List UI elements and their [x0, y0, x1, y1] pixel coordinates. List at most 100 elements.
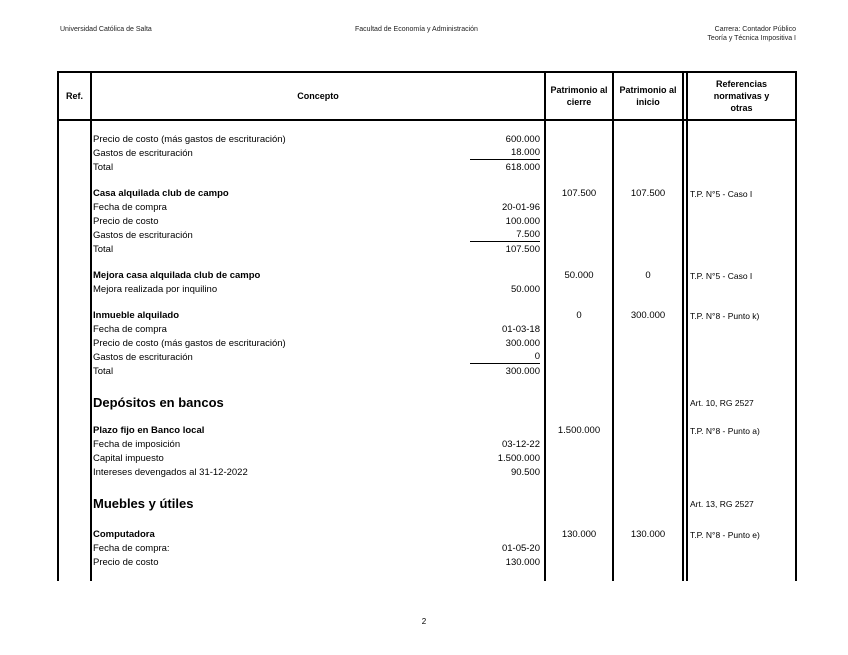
table-row: Plazo fijo en Banco local 1.500.000 T.P. N…: [57, 424, 797, 438]
concept-value: 618.000: [505, 162, 540, 173]
table-row: Gastos de escrituración 0: [57, 351, 797, 365]
table-row: Intereses devengados al 31-12-2022 90.500: [57, 466, 797, 480]
row-group: Plazo fijo en Banco local 1.500.000 T.P. N…: [57, 424, 797, 480]
table-row: Gastos de escrituración 18.000: [57, 147, 797, 161]
row-group: Inmueble alquilado 0 300.000 T.P. N°8 - Pun…: [57, 309, 797, 379]
concept-label: Gastos de escrituración: [93, 148, 193, 159]
concept-label: Mejora realizada por inquilino: [93, 284, 218, 295]
concept-label: Gastos de escrituración: [93, 230, 193, 241]
table-row: Fecha de compra 01-03-18: [57, 323, 797, 337]
concept-label: Precio de costo: [93, 557, 159, 568]
row-group: Depósitos en bancos Art. 10, RG 2527: [57, 394, 797, 412]
table-row: Total 107.500: [57, 243, 797, 257]
patrimonio-cierre: 130.000: [561, 529, 597, 540]
row-group: Casa alquilada club de campo 107.500 107.5…: [57, 187, 797, 257]
concept-label: Total: [93, 366, 114, 377]
concept-label: Total: [93, 244, 114, 255]
concept-label: Plazo fijo en Banco local: [93, 425, 205, 436]
table-row: Precio de costo (más gastos de escritura…: [57, 337, 797, 351]
concept-value: 100.000: [505, 216, 540, 227]
table-header: Ref. Concepto Patrimonio al cierre Patri…: [57, 71, 797, 121]
concept-label: Gastos de escrituración: [93, 352, 193, 363]
concept-label: Inmueble alquilado: [93, 310, 180, 321]
table-row: Inmueble alquilado 0 300.000 T.P. N°8 - Pun…: [57, 309, 797, 323]
table-row: Fecha de compra: 01-05-20: [57, 542, 797, 556]
concept-value: 300.000: [505, 338, 540, 349]
concept-value: 50.000: [510, 284, 540, 295]
table-row: Total 618.000: [57, 161, 797, 175]
section-heading-row: Depósitos en bancos Art. 10, RG 2527: [57, 394, 797, 412]
concept-label: Precio de costo (más gastos de escritura…: [93, 134, 286, 145]
col-header-concepto: Concepto: [297, 91, 339, 101]
concept-label: Fecha de compra: [93, 324, 167, 335]
concept-label: Muebles y útiles: [93, 496, 194, 511]
row-group: Mejora casa alquilada club de campo 50.00…: [57, 269, 797, 297]
patrimonio-inicio: 0: [645, 270, 651, 281]
concept-value: 90.500: [510, 467, 540, 478]
row-group: Muebles y útiles Art. 13, RG 2527: [57, 495, 797, 513]
patrimonio-cierre: 107.500: [561, 188, 597, 199]
concept-label: Capital impuesto: [93, 453, 164, 464]
concept-label: Fecha de compra: [93, 202, 167, 213]
table-row: Fecha de imposición 03-12-22: [57, 438, 797, 452]
table-row: Precio de costo (más gastos de escritura…: [57, 133, 797, 147]
table-row: Computadora 130.000 130.000 T.P. N°8 - Punt…: [57, 528, 797, 542]
table-body: Precio de costo (más gastos de escritura…: [57, 133, 797, 570]
column-divider: [90, 71, 92, 581]
concept-label: Fecha de compra:: [93, 543, 170, 554]
column-divider: [686, 71, 688, 581]
university-name: Universidad Católica de Salta: [60, 26, 152, 33]
table-row: Mejora realizada por inquilino 50.000: [57, 283, 797, 297]
patrimonio-table: Ref. Concepto Patrimonio al cierre Patri…: [57, 71, 797, 581]
reference-text: Art. 13, RG 2527: [690, 499, 754, 509]
table-row: Gastos de escrituración 7.500: [57, 229, 797, 243]
concept-value: 0: [470, 351, 540, 364]
concept-value: 7.500: [470, 229, 540, 242]
concept-label: Precio de costo (más gastos de escritura…: [93, 338, 286, 349]
concept-value: 600.000: [505, 134, 540, 145]
concept-value: 1.500.000: [497, 453, 540, 464]
col-header-inicio: Patrimonio al inicio: [619, 85, 677, 107]
patrimonio-inicio: 300.000: [630, 310, 666, 321]
concept-label: Mejora casa alquilada club de campo: [93, 270, 261, 281]
patrimonio-cierre: 1.500.000: [557, 425, 601, 436]
reference-text: T.P. N°8 - Punto e): [690, 530, 760, 540]
reference-text: T.P. N°8 - Punto a): [690, 426, 760, 436]
concept-value: 18.000: [470, 147, 540, 160]
table-row: Capital impuesto 1.500.000: [57, 452, 797, 466]
reference-text: T.P. N°5 - Caso I: [690, 189, 753, 199]
concept-label: Computadora: [93, 529, 155, 540]
column-divider: [682, 71, 684, 581]
subject-label: Teoría y Técnica Impositiva I: [707, 35, 796, 42]
table-row: Precio de costo 100.000: [57, 215, 797, 229]
patrimonio-inicio: 107.500: [630, 188, 666, 199]
concept-label: Total: [93, 162, 114, 173]
concept-value: 20-01-96: [501, 202, 540, 213]
table-row: Mejora casa alquilada club de campo 50.00…: [57, 269, 797, 283]
table-row: Fecha de compra 20-01-96: [57, 201, 797, 215]
table-row: Precio de costo 130.000: [57, 556, 797, 570]
concept-label: Intereses devengados al 31-12-2022: [93, 467, 248, 478]
table-row: Casa alquilada club de campo 107.500 107.5…: [57, 187, 797, 201]
table-border-left: [57, 71, 59, 581]
col-header-referencias: Referencias normativas y otras: [713, 79, 770, 113]
row-group: Precio de costo (más gastos de escritura…: [57, 133, 797, 175]
faculty-name: Facultad de Economía y Administración: [355, 26, 478, 33]
table-row: Total 300.000: [57, 365, 797, 379]
concept-label: Precio de costo: [93, 216, 159, 227]
row-group: Computadora 130.000 130.000 T.P. N°8 - Punt…: [57, 528, 797, 570]
concept-value: 03-12-22: [501, 439, 540, 450]
patrimonio-inicio: 130.000: [630, 529, 666, 540]
col-header-cierre: Patrimonio al cierre: [550, 85, 608, 107]
concept-label: Fecha de imposición: [93, 439, 181, 450]
concept-value: 107.500: [505, 244, 540, 255]
col-header-ref: Ref.: [65, 91, 83, 101]
reference-text: Art. 10, RG 2527: [690, 398, 754, 408]
patrimonio-cierre: 0: [576, 310, 582, 321]
concept-value: 300.000: [505, 366, 540, 377]
course-info: Carrera: Contador Público Teoría y Técni…: [707, 25, 796, 43]
concept-value: 01-03-18: [501, 324, 540, 335]
concept-label: Casa alquilada club de campo: [93, 188, 229, 199]
page-number: 2: [421, 617, 427, 626]
